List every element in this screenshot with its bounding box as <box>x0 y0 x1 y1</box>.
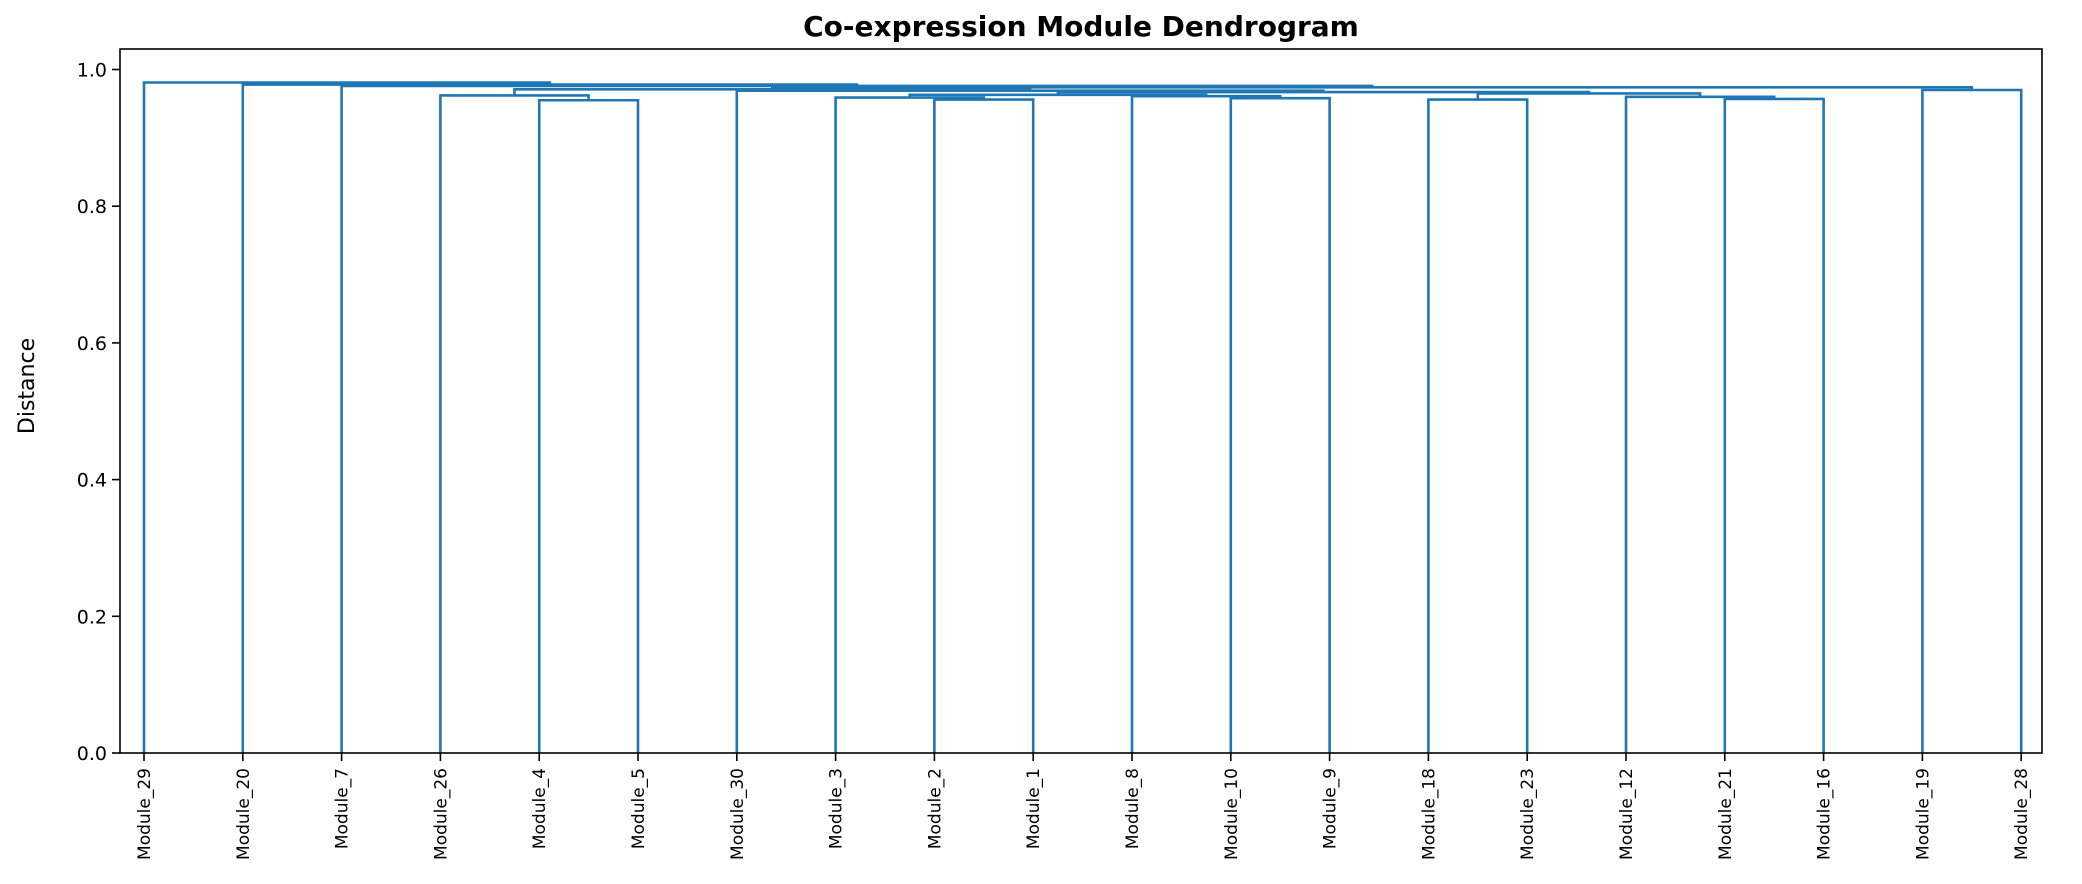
dendrogram-link <box>1921 88 2023 753</box>
y-tick-label: 0.0 <box>77 743 107 765</box>
leaf-label: Module_2 <box>925 768 945 849</box>
leaf-label: Module_12 <box>1617 768 1637 860</box>
leaf-label: Module_4 <box>530 768 550 849</box>
dendrogram-link <box>439 94 590 753</box>
dendrogram-link <box>933 98 1035 753</box>
y-axis-ticks: 0.0 0.2 0.4 0.6 0.8 1.0 <box>77 60 120 765</box>
dendrogram-link <box>1476 92 1702 100</box>
y-tick-label: 1.0 <box>77 60 107 82</box>
leaf-label: Module_26 <box>431 768 451 860</box>
leaf-label: Module_10 <box>1222 768 1242 860</box>
dendrogram-link <box>537 98 640 753</box>
y-tick-label: 0.6 <box>77 333 107 355</box>
leaf-label: Module_7 <box>333 768 353 849</box>
dendrogram-link <box>1427 98 1529 753</box>
dendrogram-link <box>1056 90 1591 95</box>
dendrogram-link <box>241 83 859 753</box>
leaf-label: Module_5 <box>629 768 649 849</box>
leaf-label: Module_16 <box>1815 768 1835 860</box>
leaf-label: Module_30 <box>728 768 748 860</box>
leaf-label: Module_28 <box>2012 768 2032 860</box>
dendrogram-link <box>834 96 986 753</box>
plot-frame <box>119 48 2043 754</box>
chart-title: Co-expression Module Dendrogram <box>803 10 1359 43</box>
y-tick-label: 0.2 <box>77 606 107 628</box>
leaf-label: Module_1 <box>1024 768 1044 849</box>
leaf-label: Module_19 <box>1913 768 1933 860</box>
leaf-label: Module_9 <box>1321 768 1341 849</box>
leaf-label: Module_8 <box>1123 768 1143 849</box>
y-tick-label: 0.4 <box>77 470 107 492</box>
y-axis-label: Distance <box>15 338 40 434</box>
leaf-label: Module_21 <box>1716 768 1736 860</box>
dendrogram-link <box>340 84 1374 753</box>
y-tick-label: 0.8 <box>77 196 107 218</box>
leaf-label: Module_20 <box>234 768 254 860</box>
dendrogram-link <box>1229 96 1331 753</box>
dendrogram-link <box>1723 97 1825 753</box>
dendrogram-link <box>908 93 1208 98</box>
dendrogram-link <box>142 81 552 753</box>
leaf-label: Module_3 <box>827 768 847 849</box>
leaf-label: Module_18 <box>1419 768 1439 860</box>
leaf-label: Module_29 <box>135 768 155 860</box>
leaf-labels: Module_29 Module_20 Module_7 Module_26 Modul… <box>135 753 2032 860</box>
dendrogram-link <box>1130 94 1282 753</box>
dendrogram-links <box>142 81 2023 753</box>
dendrogram-link <box>1624 95 1776 753</box>
dendrogram-link <box>735 89 1325 753</box>
leaf-label: Module_23 <box>1518 768 1538 860</box>
